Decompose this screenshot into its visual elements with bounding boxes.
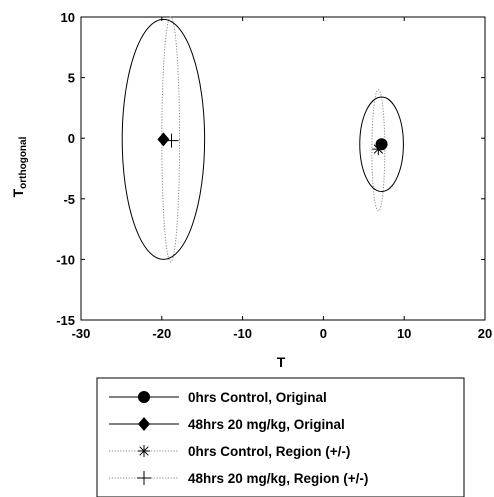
plot-area: -30 -20 -10 0 10 20 10 5 0 -5 -10 -15 (56, 10, 492, 341)
legend-box (96, 377, 465, 497)
legend-label-1: 0hrs Control, Original (188, 390, 327, 405)
y-tick-label: -5 (63, 192, 75, 207)
plot-frame (80, 16, 486, 321)
asterisk-stroke (139, 446, 149, 456)
y-tick-label: 0 (68, 131, 75, 146)
x-tick-label: 20 (478, 326, 492, 341)
legend: 0hrs Control, Original 48hrs 20 mg/kg, Or… (96, 377, 465, 497)
series-1-ellipse (359, 96, 404, 193)
legend-marker-2 (138, 417, 150, 431)
y-axis-label: Torthogonal (10, 136, 29, 197)
legend-label-4: 48hrs 20 mg/kg, Region (+/-) (188, 471, 368, 486)
legend-marker-4 (137, 471, 151, 485)
x-tick-label: -10 (233, 326, 252, 341)
asterisk-stroke (373, 144, 384, 154)
series-2-marker (157, 132, 170, 147)
y-tick-label: -10 (56, 252, 75, 267)
legend-marker-1 (138, 391, 150, 403)
x-tick-label: 0 (320, 326, 327, 341)
y-axis-label-main: T (10, 188, 26, 197)
svg-text:Torthogonal: Torthogonal (10, 136, 29, 197)
series-4-marker (164, 133, 179, 148)
x-tick-label: -20 (152, 326, 171, 341)
y-tick-label: 5 (68, 71, 75, 86)
legend-label-3: 0hrs Control, Region (+/-) (188, 444, 350, 459)
series-2-ellipse (121, 18, 206, 260)
legend-marker-3 (138, 445, 150, 457)
series-3-marker (372, 143, 385, 156)
x-tick-label: 10 (397, 326, 411, 341)
y-tick-label: 10 (61, 10, 75, 25)
y-axis-label-subscript: orthogonal (18, 136, 29, 188)
legend-label-2: 48hrs 20 mg/kg, Original (188, 417, 345, 432)
x-axis-label: T (277, 354, 286, 370)
x-tick-label: -30 (72, 326, 91, 341)
y-tick-label: -15 (56, 313, 75, 328)
